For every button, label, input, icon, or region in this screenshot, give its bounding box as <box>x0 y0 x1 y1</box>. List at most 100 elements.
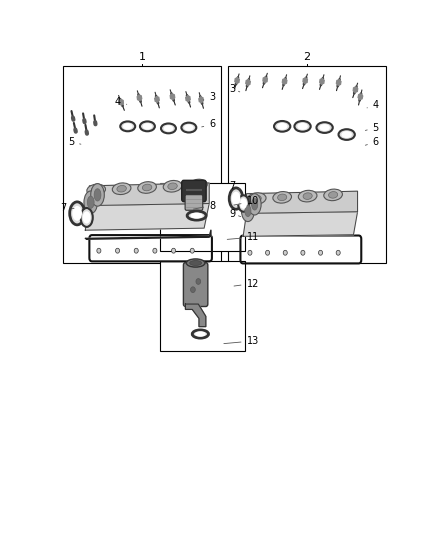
Circle shape <box>265 251 270 255</box>
Ellipse shape <box>123 123 133 130</box>
Ellipse shape <box>240 198 247 209</box>
Polygon shape <box>263 77 267 83</box>
Ellipse shape <box>298 190 317 202</box>
Ellipse shape <box>241 200 254 222</box>
Ellipse shape <box>303 193 312 199</box>
Ellipse shape <box>297 123 308 130</box>
Circle shape <box>191 287 195 293</box>
Ellipse shape <box>294 121 311 132</box>
Ellipse shape <box>317 122 333 133</box>
Ellipse shape <box>274 121 290 132</box>
Bar <box>63 66 221 263</box>
Ellipse shape <box>91 183 104 206</box>
Ellipse shape <box>181 123 196 133</box>
Ellipse shape <box>247 193 266 204</box>
Ellipse shape <box>273 191 292 203</box>
Ellipse shape <box>232 192 240 206</box>
Ellipse shape <box>278 194 287 200</box>
Ellipse shape <box>161 124 176 133</box>
Text: 2: 2 <box>303 52 310 62</box>
Ellipse shape <box>117 185 126 192</box>
Ellipse shape <box>186 259 205 267</box>
Circle shape <box>172 248 176 253</box>
Bar <box>160 183 245 251</box>
Polygon shape <box>137 95 141 101</box>
Polygon shape <box>336 79 341 85</box>
Ellipse shape <box>339 129 355 140</box>
Circle shape <box>196 279 201 284</box>
Polygon shape <box>246 79 250 85</box>
Ellipse shape <box>138 182 156 193</box>
Circle shape <box>248 251 252 255</box>
Circle shape <box>116 248 120 253</box>
Text: 8: 8 <box>193 200 215 211</box>
Ellipse shape <box>245 205 251 216</box>
Text: 6: 6 <box>365 137 379 147</box>
Circle shape <box>153 248 157 253</box>
Text: 5: 5 <box>365 123 379 133</box>
Bar <box>160 261 245 351</box>
Ellipse shape <box>251 199 258 210</box>
Polygon shape <box>185 304 206 327</box>
Ellipse shape <box>164 125 173 132</box>
Polygon shape <box>186 96 190 101</box>
Polygon shape <box>119 99 124 105</box>
Ellipse shape <box>319 124 330 131</box>
Ellipse shape <box>193 182 203 188</box>
Ellipse shape <box>328 191 338 198</box>
Text: 3: 3 <box>230 84 240 94</box>
Polygon shape <box>85 230 211 239</box>
Bar <box>228 66 386 263</box>
Text: 4: 4 <box>115 97 127 107</box>
Ellipse shape <box>248 193 261 215</box>
Polygon shape <box>283 78 287 84</box>
Ellipse shape <box>142 184 152 191</box>
Ellipse shape <box>94 189 101 201</box>
Circle shape <box>283 251 287 255</box>
Ellipse shape <box>70 202 85 225</box>
Ellipse shape <box>83 211 91 223</box>
Ellipse shape <box>192 330 208 338</box>
Ellipse shape <box>191 213 203 219</box>
Ellipse shape <box>252 195 261 202</box>
Ellipse shape <box>84 191 98 214</box>
Ellipse shape <box>187 211 206 220</box>
Ellipse shape <box>277 123 287 130</box>
Ellipse shape <box>229 188 243 209</box>
Ellipse shape <box>112 183 131 195</box>
Text: 13: 13 <box>224 336 259 346</box>
Ellipse shape <box>87 196 94 208</box>
Ellipse shape <box>190 261 201 265</box>
Ellipse shape <box>87 184 106 196</box>
Text: 3: 3 <box>203 92 215 102</box>
FancyBboxPatch shape <box>185 195 203 211</box>
Ellipse shape <box>120 122 135 131</box>
Text: 11: 11 <box>227 232 259 242</box>
Text: 10: 10 <box>234 197 259 206</box>
Text: 1: 1 <box>139 52 146 62</box>
Text: 7: 7 <box>230 181 240 191</box>
Ellipse shape <box>142 123 152 130</box>
Text: 6: 6 <box>202 119 215 130</box>
Ellipse shape <box>81 208 93 227</box>
Text: 4: 4 <box>367 100 379 110</box>
Circle shape <box>97 248 101 253</box>
Circle shape <box>301 251 305 255</box>
Ellipse shape <box>341 131 352 138</box>
Ellipse shape <box>238 195 249 212</box>
FancyBboxPatch shape <box>184 263 208 306</box>
Ellipse shape <box>92 187 101 193</box>
Text: 9: 9 <box>230 209 241 219</box>
Polygon shape <box>170 94 175 100</box>
Ellipse shape <box>168 183 177 190</box>
Polygon shape <box>89 183 209 206</box>
Polygon shape <box>358 94 363 100</box>
Ellipse shape <box>163 181 182 192</box>
Ellipse shape <box>140 122 155 131</box>
Polygon shape <box>243 212 357 236</box>
Polygon shape <box>85 204 209 230</box>
Text: 7: 7 <box>60 204 74 213</box>
Ellipse shape <box>189 179 207 191</box>
Ellipse shape <box>72 206 82 221</box>
Polygon shape <box>155 96 159 102</box>
